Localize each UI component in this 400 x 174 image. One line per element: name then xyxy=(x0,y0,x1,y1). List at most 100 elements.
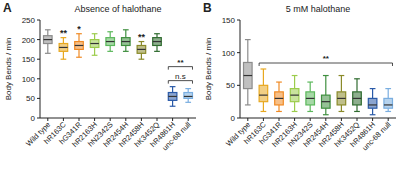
cap-low xyxy=(92,55,98,56)
y-label: Body Bends / min xyxy=(4,38,13,101)
x-tick xyxy=(388,118,389,121)
cap-high xyxy=(154,33,160,34)
y-tick xyxy=(237,52,240,53)
cap-low xyxy=(339,111,345,112)
whisker-low xyxy=(372,108,373,115)
x-tick xyxy=(357,118,358,121)
box xyxy=(353,92,362,105)
median xyxy=(368,104,377,105)
cap-high xyxy=(323,75,329,76)
whisker-high xyxy=(294,76,295,89)
y-tick-label: 0 xyxy=(231,114,236,123)
x-tick xyxy=(94,118,95,121)
cap-high xyxy=(123,29,129,30)
bracket xyxy=(259,63,392,66)
marks xyxy=(44,30,193,106)
x-tick-label: unc-68 null xyxy=(360,120,393,153)
whisker-high xyxy=(78,34,79,42)
cap-low xyxy=(370,114,376,115)
cap-high xyxy=(307,81,313,82)
cap-high xyxy=(107,31,113,32)
whisker-high xyxy=(247,40,248,63)
annotation: * xyxy=(77,24,81,34)
whisker-low xyxy=(356,105,357,112)
median xyxy=(75,45,84,46)
box xyxy=(337,92,346,105)
x-tick xyxy=(294,118,295,121)
annotation: ** xyxy=(60,28,68,38)
median xyxy=(244,75,253,76)
bracket-label: ** xyxy=(177,58,184,67)
box xyxy=(106,38,115,46)
x-tick xyxy=(172,118,173,121)
whisker-high xyxy=(341,76,342,92)
cap-high xyxy=(45,29,51,30)
whisker-high xyxy=(388,89,389,99)
cap-low xyxy=(154,51,160,52)
whisker-high xyxy=(278,82,279,92)
whisker-low xyxy=(263,102,264,112)
box xyxy=(168,93,177,101)
x-tick-label: unc-68 null xyxy=(160,120,193,153)
box xyxy=(59,44,68,52)
box xyxy=(184,93,193,99)
title: Absence of halothane xyxy=(74,4,161,14)
x-tick xyxy=(110,118,111,121)
cap-high xyxy=(170,86,176,87)
x-tick xyxy=(372,118,373,121)
whisker-high xyxy=(325,76,326,96)
cap-high xyxy=(354,78,360,79)
y-tick-label: 50 xyxy=(26,94,35,103)
y-tick-label: 200 xyxy=(22,36,36,45)
cap-low xyxy=(354,111,360,112)
y-axis xyxy=(40,20,41,118)
cap-high xyxy=(276,81,282,82)
x-tick xyxy=(125,118,126,121)
y-tick-label: 50 xyxy=(226,81,235,90)
whisker-low xyxy=(47,44,48,54)
x-tick xyxy=(341,118,342,121)
x-tick xyxy=(157,118,158,121)
cap-high xyxy=(370,88,376,89)
cap-low xyxy=(45,53,51,54)
whisker-high xyxy=(110,32,111,38)
box xyxy=(122,38,131,46)
median xyxy=(275,98,284,99)
panel-label: B xyxy=(203,1,212,15)
y-tick xyxy=(37,20,40,21)
x-tick xyxy=(47,118,48,121)
whisker-high xyxy=(263,69,264,85)
median xyxy=(184,96,193,97)
box xyxy=(275,92,284,105)
median xyxy=(337,98,346,99)
cap-low xyxy=(139,59,145,60)
whisker-high xyxy=(94,34,95,40)
y-tick xyxy=(37,78,40,79)
x-tick xyxy=(79,118,80,121)
box xyxy=(90,40,99,48)
box xyxy=(384,98,393,108)
cap-low xyxy=(292,111,298,112)
cap-low xyxy=(276,111,282,112)
cap-high xyxy=(92,33,98,34)
whisker-high xyxy=(47,30,48,36)
x-tick xyxy=(325,118,326,121)
whisker-low xyxy=(247,89,248,105)
median xyxy=(106,41,115,42)
panel-label: A xyxy=(3,1,12,15)
y-tick-label: 250 xyxy=(22,16,36,25)
cap-low xyxy=(307,111,313,112)
y-axis xyxy=(240,20,241,118)
whisker-low xyxy=(325,108,326,115)
whisker-low xyxy=(278,105,279,112)
median xyxy=(153,41,162,42)
box xyxy=(290,89,299,102)
median xyxy=(353,98,362,99)
cap-low xyxy=(170,106,176,107)
bracket xyxy=(168,67,192,70)
bracket-label: ** xyxy=(323,54,330,63)
whisker-low xyxy=(141,53,142,59)
median xyxy=(137,49,146,50)
bracket-label: n.s xyxy=(175,72,186,81)
x-tick xyxy=(141,118,142,121)
